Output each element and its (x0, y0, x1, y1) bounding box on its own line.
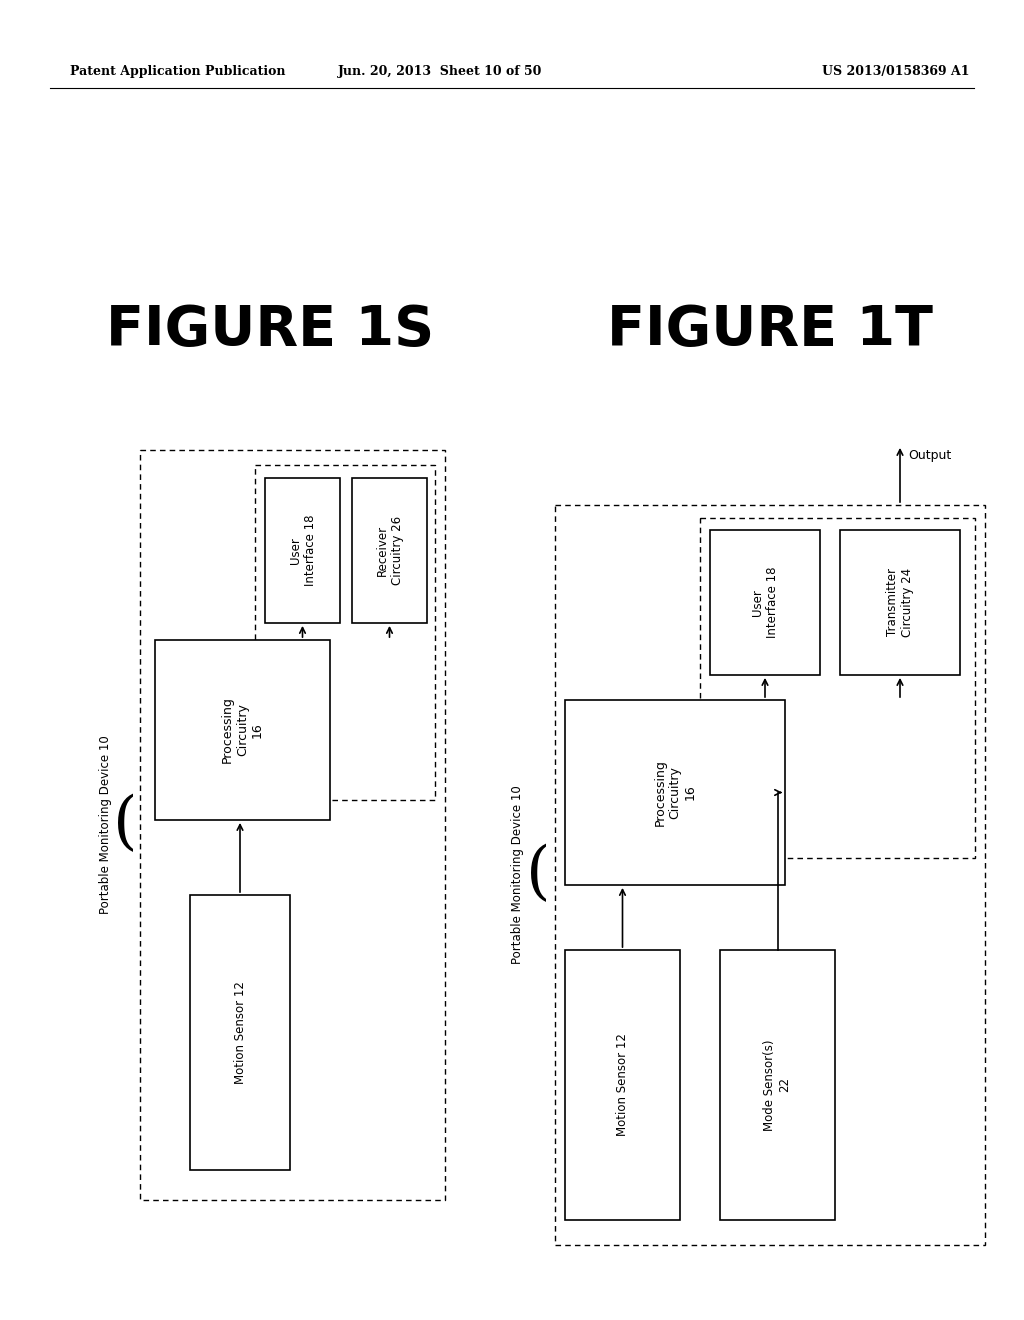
Text: Processing
Circuitry
16: Processing Circuitry 16 (653, 759, 696, 826)
Text: Mode Sensor(s)
22: Mode Sensor(s) 22 (764, 1039, 792, 1131)
Text: User
Interface 18: User Interface 18 (751, 566, 779, 639)
Bar (190, 895, 290, 1170)
Bar (565, 950, 680, 1220)
Text: (: ( (113, 795, 137, 855)
Text: User
Interface 18: User Interface 18 (289, 515, 316, 586)
Bar (155, 640, 330, 820)
Text: Processing
Circuitry
16: Processing Circuitry 16 (221, 697, 264, 763)
Text: Portable Monitoring Device 10: Portable Monitoring Device 10 (512, 785, 524, 965)
Bar (352, 478, 427, 623)
Text: Output: Output (908, 449, 951, 462)
Text: Portable Monitoring Device 10: Portable Monitoring Device 10 (98, 735, 112, 915)
Text: Motion Sensor 12: Motion Sensor 12 (616, 1034, 629, 1137)
Text: FIGURE 1S: FIGURE 1S (105, 304, 434, 356)
Text: Receiver
Circuitry 26: Receiver Circuitry 26 (376, 516, 403, 585)
Bar (265, 478, 340, 623)
Text: Patent Application Publication: Patent Application Publication (70, 66, 286, 78)
Text: US 2013/0158369 A1: US 2013/0158369 A1 (822, 66, 970, 78)
Text: Transmitter
Circuitry 24: Transmitter Circuitry 24 (886, 568, 914, 638)
Bar (700, 517, 975, 858)
Text: FIGURE 1T: FIGURE 1T (607, 304, 933, 356)
Text: (: ( (525, 845, 550, 906)
Bar (840, 531, 961, 675)
Bar (140, 450, 445, 1200)
Text: Jun. 20, 2013  Sheet 10 of 50: Jun. 20, 2013 Sheet 10 of 50 (338, 66, 542, 78)
Bar (710, 531, 820, 675)
Text: Motion Sensor 12: Motion Sensor 12 (233, 981, 247, 1084)
Bar (565, 700, 785, 884)
Bar (255, 465, 435, 800)
Bar (555, 506, 985, 1245)
Bar (720, 950, 835, 1220)
